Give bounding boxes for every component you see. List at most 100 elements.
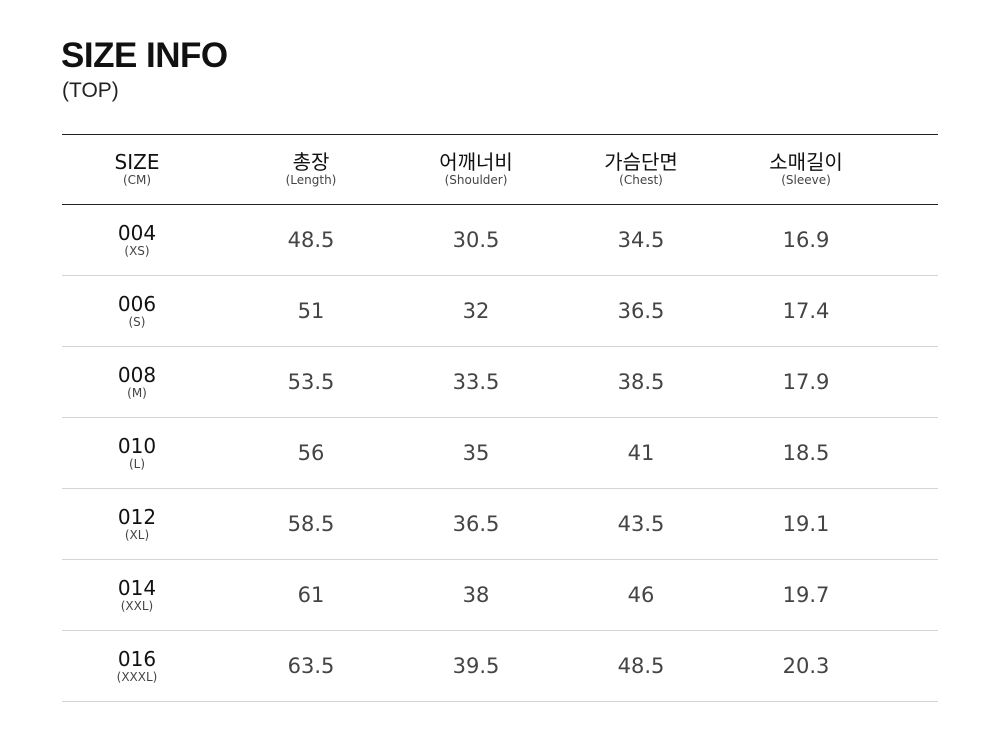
value-cell: 35 xyxy=(396,418,556,488)
size-alias: (XXXL) xyxy=(116,669,158,684)
size-cell: 006 (S) xyxy=(57,276,217,346)
value-cell: 18.5 xyxy=(726,418,886,488)
measurement-value: 32 xyxy=(462,299,490,323)
header-shoulder: 어깨너비 (Shoulder) xyxy=(396,135,556,204)
value-cell: 17.9 xyxy=(726,347,886,417)
table-row: 016 (XXXL) 63.5 39.5 48.5 20.3 xyxy=(62,631,938,702)
table-row: 010 (L) 56 35 41 18.5 xyxy=(62,418,938,489)
measurement-value: 51 xyxy=(297,299,325,323)
measurement-value: 63.5 xyxy=(287,654,335,678)
measurement-value: 36.5 xyxy=(452,512,500,536)
measurement-value: 34.5 xyxy=(617,228,665,252)
size-cell: 010 (L) xyxy=(57,418,217,488)
measurement-value: 20.3 xyxy=(782,654,830,678)
size-code: 008 xyxy=(117,362,157,387)
value-cell: 34.5 xyxy=(561,205,721,275)
value-cell: 17.4 xyxy=(726,276,886,346)
table-row: 014 (XXL) 61 38 46 19.7 xyxy=(62,560,938,631)
value-cell: 36.5 xyxy=(396,489,556,559)
header-sub: (Shoulder) xyxy=(444,173,508,187)
measurement-value: 16.9 xyxy=(782,228,830,252)
header-label: 가슴단면 xyxy=(604,150,678,174)
value-cell: 39.5 xyxy=(396,631,556,701)
header-size: SIZE (CM) xyxy=(57,135,217,204)
header-sub: (CM) xyxy=(122,173,152,187)
measurement-value: 39.5 xyxy=(452,654,500,678)
header-length: 총장 (Length) xyxy=(231,135,391,204)
table-row: 006 (S) 51 32 36.5 17.4 xyxy=(62,276,938,347)
value-cell: 48.5 xyxy=(561,631,721,701)
size-table: SIZE (CM) 총장 (Length) 어깨너비 (Shoulder) 가슴단면(… xyxy=(62,134,938,702)
value-cell: 36.5 xyxy=(561,276,721,346)
header-chest: 가슴단면 (Chest) xyxy=(561,135,721,204)
size-alias: (S) xyxy=(128,314,146,329)
measurement-value: 38 xyxy=(462,583,490,607)
value-cell: 20.3 xyxy=(726,631,886,701)
size-code: 010 xyxy=(117,433,157,458)
table-row: 004 (XS) 48.5 30.5 34.5 16.9 xyxy=(62,205,938,276)
table-row: 012 (XL) 58.5 36.5 43.5 19.1 xyxy=(62,489,938,560)
value-cell: 58.5 xyxy=(231,489,391,559)
value-cell: 63.5 xyxy=(231,631,391,701)
measurement-value: 56 xyxy=(297,441,325,465)
size-alias: (M) xyxy=(127,385,147,400)
size-cell: 016 (XXXL) xyxy=(57,631,217,701)
measurement-value: 36.5 xyxy=(617,299,665,323)
measurement-value: 38.5 xyxy=(617,370,665,394)
size-alias: (XL) xyxy=(124,527,150,542)
size-cell: 012 (XL) xyxy=(57,489,217,559)
size-cell: 008 (M) xyxy=(57,347,217,417)
header-label: SIZE xyxy=(114,150,160,174)
size-code: 016 xyxy=(117,646,157,671)
size-cell: 014 (XXL) xyxy=(57,560,217,630)
value-cell: 33.5 xyxy=(396,347,556,417)
measurement-value: 43.5 xyxy=(617,512,665,536)
size-code: 014 xyxy=(117,575,157,600)
header-label: 총장 xyxy=(292,150,330,174)
measurement-value: 41 xyxy=(627,441,655,465)
table-body: 004 (XS) 48.5 30.5 34.5 16.9 006 (S) 51 32 36.5… xyxy=(62,205,938,702)
size-alias: (L) xyxy=(128,456,146,471)
value-cell: 61 xyxy=(231,560,391,630)
table-row: 008 (M) 53.5 33.5 38.5 17.9 xyxy=(62,347,938,418)
table-header: SIZE (CM) 총장 (Length) 어깨너비 (Shoulder) 가슴단면(… xyxy=(62,134,938,205)
value-cell: 46 xyxy=(561,560,721,630)
measurement-value: 53.5 xyxy=(287,370,335,394)
value-cell: 43.5 xyxy=(561,489,721,559)
header-sleeve: 소매길이 (Sleeve) xyxy=(726,135,886,204)
value-cell: 19.1 xyxy=(726,489,886,559)
measurement-value: 48.5 xyxy=(617,654,665,678)
size-cell: 004 (XS) xyxy=(57,205,217,275)
header-sub: (Sleeve) xyxy=(781,173,831,187)
measurement-value: 48.5 xyxy=(287,228,335,252)
header-label: 소매길이 xyxy=(769,150,843,174)
measurement-value: 19.7 xyxy=(782,583,830,607)
measurement-value: 35 xyxy=(462,441,490,465)
value-cell: 56 xyxy=(231,418,391,488)
page-subtitle: (TOP) xyxy=(62,79,119,102)
value-cell: 38.5 xyxy=(561,347,721,417)
measurement-value: 17.4 xyxy=(782,299,830,323)
header-label: 어깨너비 xyxy=(439,150,513,174)
measurement-value: 46 xyxy=(627,583,655,607)
value-cell: 19.7 xyxy=(726,560,886,630)
measurement-value: 19.1 xyxy=(782,512,830,536)
measurement-value: 58.5 xyxy=(287,512,335,536)
value-cell: 53.5 xyxy=(231,347,391,417)
size-code: 006 xyxy=(117,291,157,316)
size-alias: (XS) xyxy=(124,243,150,258)
value-cell: 32 xyxy=(396,276,556,346)
measurement-value: 30.5 xyxy=(452,228,500,252)
measurement-value: 33.5 xyxy=(452,370,500,394)
measurement-value: 61 xyxy=(297,583,325,607)
measurement-value: 18.5 xyxy=(782,441,830,465)
header-sub: (Length) xyxy=(285,173,337,187)
value-cell: 30.5 xyxy=(396,205,556,275)
value-cell: 16.9 xyxy=(726,205,886,275)
value-cell: 51 xyxy=(231,276,391,346)
size-code: 004 xyxy=(117,220,157,245)
size-alias: (XXL) xyxy=(120,598,154,613)
measurement-value: 17.9 xyxy=(782,370,830,394)
value-cell: 38 xyxy=(396,560,556,630)
value-cell: 48.5 xyxy=(231,205,391,275)
